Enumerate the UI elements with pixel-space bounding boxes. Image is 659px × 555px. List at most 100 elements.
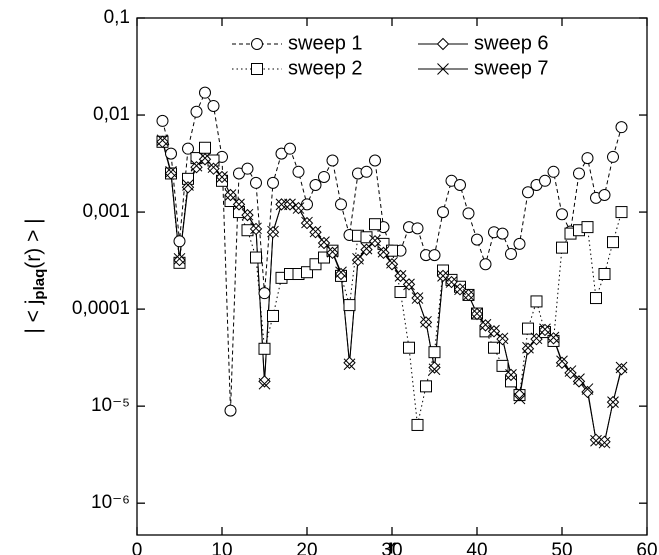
marker	[428, 249, 441, 262]
marker	[428, 361, 441, 374]
marker	[182, 142, 194, 155]
marker	[471, 307, 483, 320]
marker	[615, 363, 628, 376]
y-tick-label: 0,1	[104, 7, 130, 28]
marker	[343, 358, 356, 371]
marker	[190, 105, 203, 118]
marker	[488, 324, 500, 337]
marker	[326, 245, 339, 258]
marker	[190, 159, 203, 172]
x-tick-label: 40	[466, 540, 487, 555]
marker	[301, 266, 313, 279]
marker	[513, 388, 526, 402]
marker	[411, 222, 424, 235]
marker	[581, 221, 594, 234]
marker	[428, 363, 441, 376]
marker	[258, 287, 271, 300]
marker	[284, 142, 296, 155]
marker	[556, 355, 568, 368]
y-tick-label: 0,01	[93, 104, 130, 125]
marker	[581, 152, 594, 165]
marker	[437, 270, 449, 282]
marker	[437, 206, 449, 219]
legend-bg	[230, 33, 410, 55]
marker	[216, 171, 228, 183]
marker	[615, 361, 628, 374]
marker	[488, 341, 500, 354]
marker	[369, 234, 381, 247]
marker	[360, 165, 373, 178]
marker	[309, 225, 322, 238]
x-tick-label: 30	[381, 540, 402, 555]
marker	[607, 150, 619, 163]
marker	[335, 198, 347, 211]
marker	[386, 256, 398, 269]
x-tick-label: 0	[132, 540, 143, 555]
marker	[351, 253, 365, 267]
marker	[318, 236, 330, 248]
marker	[250, 251, 262, 264]
marker	[454, 283, 466, 296]
marker	[420, 315, 432, 328]
marker	[267, 176, 279, 189]
marker	[250, 222, 262, 235]
marker	[250, 176, 262, 189]
legend-label: sweep 1	[288, 32, 363, 54]
marker	[181, 181, 195, 194]
marker	[522, 341, 534, 354]
marker	[207, 99, 220, 112]
marker	[352, 252, 364, 265]
marker	[258, 377, 271, 390]
marker	[420, 380, 432, 393]
marker	[615, 121, 628, 134]
marker	[598, 188, 611, 201]
legend-label: sweep 6	[474, 32, 549, 54]
marker	[607, 236, 619, 249]
marker	[598, 436, 611, 449]
marker	[598, 435, 611, 448]
y-axis-label: | < jplaq(r) > |	[22, 218, 48, 333]
marker	[343, 356, 356, 369]
marker	[199, 86, 211, 99]
legend-marker	[437, 63, 449, 75]
marker	[573, 373, 585, 385]
marker	[403, 341, 415, 354]
marker	[505, 369, 517, 381]
marker	[385, 258, 399, 271]
marker	[165, 165, 177, 178]
x-tick-label: 50	[551, 540, 572, 555]
y-tick-label: 0,001	[82, 201, 130, 222]
y-tick-label: 10⁻⁵	[91, 395, 130, 416]
legend-bg	[416, 33, 596, 55]
marker	[360, 243, 373, 256]
marker	[522, 186, 534, 199]
marker	[530, 295, 543, 308]
marker	[590, 292, 602, 305]
marker	[513, 237, 526, 250]
marker	[530, 332, 543, 346]
marker	[547, 332, 560, 345]
marker	[173, 235, 186, 248]
marker	[479, 318, 492, 331]
marker	[590, 434, 602, 447]
marker	[581, 383, 594, 395]
marker	[317, 236, 331, 250]
marker	[479, 258, 492, 271]
marker	[326, 246, 339, 260]
marker	[292, 202, 305, 214]
marker	[496, 227, 509, 240]
marker	[369, 154, 381, 167]
y-tick-label: 0,0001	[72, 298, 130, 319]
marker	[598, 268, 611, 281]
marker	[156, 134, 169, 147]
y-tick-label: 10⁻⁶	[91, 492, 130, 513]
marker	[275, 198, 288, 211]
marker	[199, 141, 211, 154]
marker	[496, 359, 509, 372]
marker	[394, 286, 407, 299]
marker	[462, 289, 475, 301]
marker	[556, 208, 568, 221]
marker	[496, 332, 509, 346]
marker	[309, 179, 322, 192]
marker	[573, 167, 585, 180]
